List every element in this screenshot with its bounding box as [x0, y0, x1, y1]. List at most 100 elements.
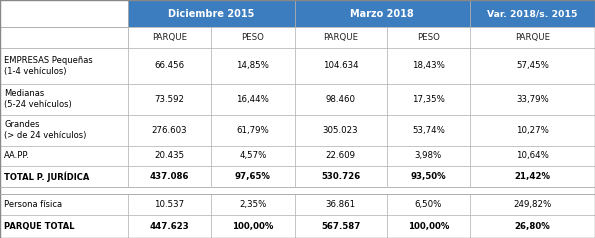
Text: PESO: PESO	[242, 33, 264, 42]
Bar	[470, 115, 595, 145]
Text: 21,42%: 21,42%	[515, 172, 550, 181]
Bar	[211, 84, 295, 115]
Text: 16,44%: 16,44%	[236, 95, 270, 104]
Text: 36.861: 36.861	[325, 200, 356, 209]
Bar	[295, 215, 387, 238]
Text: 66.456: 66.456	[155, 61, 184, 70]
Text: 6,50%: 6,50%	[415, 200, 442, 209]
Bar	[295, 115, 387, 145]
Text: 26,80%: 26,80%	[515, 222, 550, 231]
Text: 98.460: 98.460	[325, 95, 356, 104]
Bar	[211, 194, 295, 215]
Bar	[211, 215, 295, 238]
Text: 100,00%: 100,00%	[408, 222, 449, 231]
Bar	[295, 166, 387, 187]
Text: 447.623: 447.623	[150, 222, 189, 231]
Text: EMPRESAS Pequeñas
(1-4 vehículos): EMPRESAS Pequeñas (1-4 vehículos)	[4, 56, 93, 76]
Bar	[128, 0, 295, 27]
Bar	[0, 194, 128, 215]
Bar	[0, 84, 128, 115]
Bar	[128, 115, 211, 145]
Bar	[128, 27, 211, 48]
Text: 437.086: 437.086	[150, 172, 189, 181]
Text: 104.634: 104.634	[323, 61, 358, 70]
Text: 33,79%: 33,79%	[516, 95, 549, 104]
Text: 53,74%: 53,74%	[412, 126, 445, 135]
Text: 4,57%: 4,57%	[239, 151, 267, 160]
Bar	[128, 84, 211, 115]
Bar	[295, 84, 387, 115]
Bar	[387, 194, 470, 215]
Text: 10.537: 10.537	[155, 200, 184, 209]
Text: 530.726: 530.726	[321, 172, 360, 181]
Bar	[295, 194, 387, 215]
Text: 57,45%: 57,45%	[516, 61, 549, 70]
Bar	[128, 48, 211, 84]
Text: TOTAL P. JURÍDICA: TOTAL P. JURÍDICA	[4, 171, 89, 182]
Bar	[211, 27, 295, 48]
Bar	[387, 27, 470, 48]
Text: 3,98%: 3,98%	[415, 151, 442, 160]
Bar	[211, 145, 295, 166]
Bar	[387, 48, 470, 84]
Bar	[0, 215, 128, 238]
Bar	[211, 115, 295, 145]
Text: 14,85%: 14,85%	[236, 61, 270, 70]
Bar	[470, 166, 595, 187]
Text: 10,27%: 10,27%	[516, 126, 549, 135]
Bar	[128, 194, 211, 215]
Text: Var. 2018/s. 2015: Var. 2018/s. 2015	[487, 9, 578, 18]
Text: PARQUE: PARQUE	[152, 33, 187, 42]
Text: PARQUE TOTAL: PARQUE TOTAL	[4, 222, 74, 231]
Text: PARQUE: PARQUE	[515, 33, 550, 42]
Bar	[295, 48, 387, 84]
Text: 97,65%: 97,65%	[235, 172, 271, 181]
Bar	[387, 145, 470, 166]
Bar	[387, 215, 470, 238]
Text: 10,64%: 10,64%	[516, 151, 549, 160]
Bar	[128, 145, 211, 166]
Text: 22.609: 22.609	[325, 151, 356, 160]
Text: 276.603: 276.603	[152, 126, 187, 135]
Text: PESO: PESO	[417, 33, 440, 42]
Bar	[0, 187, 595, 194]
Bar	[470, 215, 595, 238]
Bar	[0, 115, 128, 145]
Bar	[387, 166, 470, 187]
Text: Diciembre 2015: Diciembre 2015	[168, 9, 255, 19]
Text: PARQUE: PARQUE	[323, 33, 358, 42]
Text: 2,35%: 2,35%	[239, 200, 267, 209]
Bar	[470, 145, 595, 166]
Bar	[211, 166, 295, 187]
Text: Marzo 2018: Marzo 2018	[350, 9, 414, 19]
Text: 249,82%: 249,82%	[513, 200, 552, 209]
Bar	[470, 0, 595, 27]
Text: 20.435: 20.435	[155, 151, 184, 160]
Bar	[387, 115, 470, 145]
Bar	[387, 84, 470, 115]
Bar	[470, 48, 595, 84]
Bar	[470, 27, 595, 48]
Text: 305.023: 305.023	[323, 126, 358, 135]
Text: Grandes
(> de 24 vehículos): Grandes (> de 24 vehículos)	[4, 120, 86, 140]
Text: 100,00%: 100,00%	[232, 222, 274, 231]
Text: Medianas
(5-24 vehículos): Medianas (5-24 vehículos)	[4, 89, 72, 109]
Bar	[295, 0, 470, 27]
Bar	[0, 166, 128, 187]
Bar	[0, 27, 128, 48]
Bar	[295, 27, 387, 48]
Text: 17,35%: 17,35%	[412, 95, 445, 104]
Text: 93,50%: 93,50%	[411, 172, 446, 181]
Bar	[211, 48, 295, 84]
Bar	[470, 194, 595, 215]
Bar	[0, 0, 128, 27]
Bar	[295, 145, 387, 166]
Bar	[0, 145, 128, 166]
Text: AA.PP.: AA.PP.	[4, 151, 30, 160]
Bar	[128, 215, 211, 238]
Text: 73.592: 73.592	[155, 95, 184, 104]
Text: 61,79%: 61,79%	[236, 126, 270, 135]
Text: 567.587: 567.587	[321, 222, 361, 231]
Bar	[470, 84, 595, 115]
Bar	[0, 48, 128, 84]
